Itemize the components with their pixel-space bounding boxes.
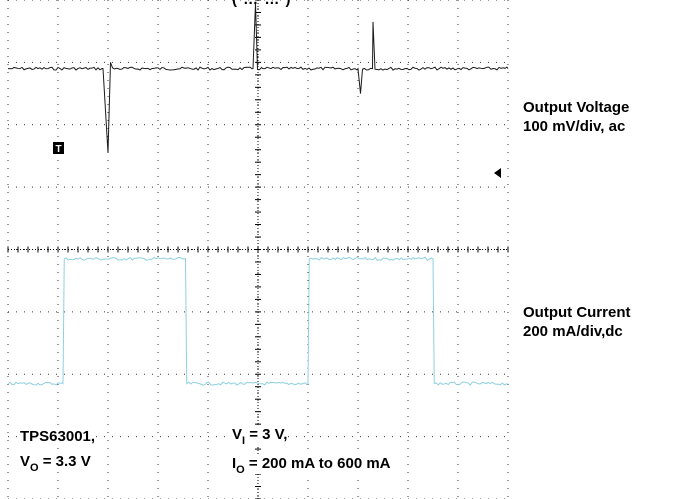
load-current-condition: IO = 200 mA to 600 mA <box>232 455 391 476</box>
input-voltage-condition: VI = 3 V, <box>232 426 288 447</box>
cropped-title-fragment: ( … … ) <box>232 0 292 8</box>
vi-subscript: I <box>242 435 246 447</box>
vo-value: = 3.3 V <box>38 453 91 470</box>
vi-symbol: V <box>232 426 243 443</box>
trigger-marker-text: T <box>55 144 61 155</box>
output-voltage-name: Output Voltage <box>523 99 630 116</box>
output-voltage-trace <box>7 3 509 153</box>
trigger-marker-box <box>53 142 64 154</box>
vo-subscript: O <box>30 462 39 474</box>
output-voltage-label: Output Voltage 100 mV/div, ac <box>523 98 629 136</box>
scope-markers: T <box>53 142 501 178</box>
output-current-name: Output Current <box>523 304 631 321</box>
vi-value: = 3 V, <box>245 426 288 443</box>
io-value: = 200 mA to 600 mA <box>244 455 391 472</box>
reference-level-arrow <box>494 168 501 178</box>
io-subscript: O <box>236 464 245 476</box>
scope-traces <box>7 3 509 386</box>
scope-grid <box>7 0 509 499</box>
output-current-trace <box>7 256 509 386</box>
output-current-label: Output Current 200 mA/div,dc <box>523 303 630 341</box>
io-symbol: I <box>232 455 237 472</box>
output-voltage-scale: 100 mV/div, ac <box>523 118 626 135</box>
vo-symbol: V <box>20 453 31 470</box>
device-label: TPS63001, <box>20 428 96 446</box>
output-current-scale: 200 mA/div,dc <box>523 323 623 340</box>
output-voltage-condition: VO = 3.3 V <box>20 453 91 474</box>
